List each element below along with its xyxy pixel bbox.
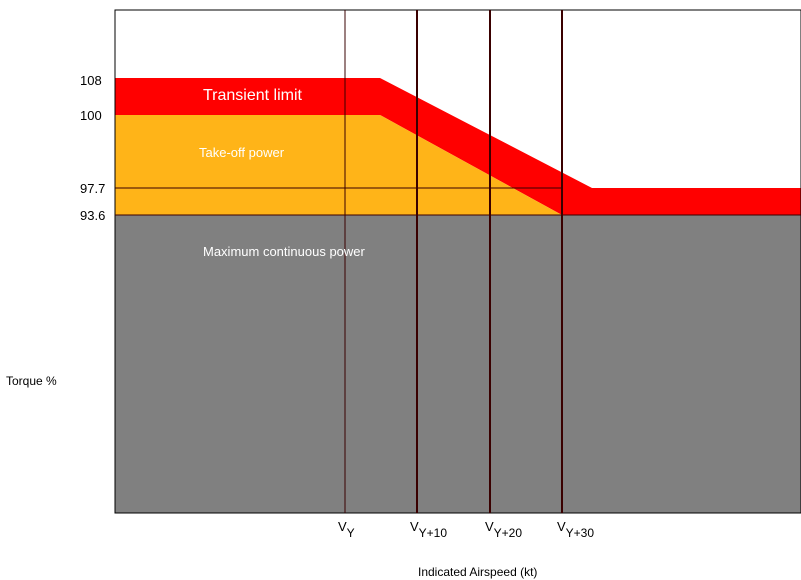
x-tick-label-vy20: VY+20 xyxy=(485,519,522,540)
x-tick-label-vy10: VY+10 xyxy=(410,519,447,540)
y-tick-label: 100 xyxy=(80,108,102,123)
x-axis-label: Indicated Airspeed (kt) xyxy=(418,565,537,579)
x-tick-label-vy30: VY+30 xyxy=(557,519,594,540)
plot-border xyxy=(114,9,801,514)
transient-limit-label: Transient limit xyxy=(203,87,303,104)
transient-limit-region xyxy=(115,78,801,215)
take-off-power-label: Take-off power xyxy=(199,145,285,160)
take-off-power-region xyxy=(115,115,562,215)
y-tick-label: 108 xyxy=(80,73,102,88)
x-tick-label-vy: VY xyxy=(338,519,355,540)
y-axis-label: Torque % xyxy=(6,374,57,388)
y-tick-label: 93.6 xyxy=(80,208,105,223)
max-continuous-power-label: Maximum continuous power xyxy=(203,244,366,259)
max-continuous-power-region xyxy=(115,215,801,513)
y-tick-label: 97.7 xyxy=(80,181,105,196)
